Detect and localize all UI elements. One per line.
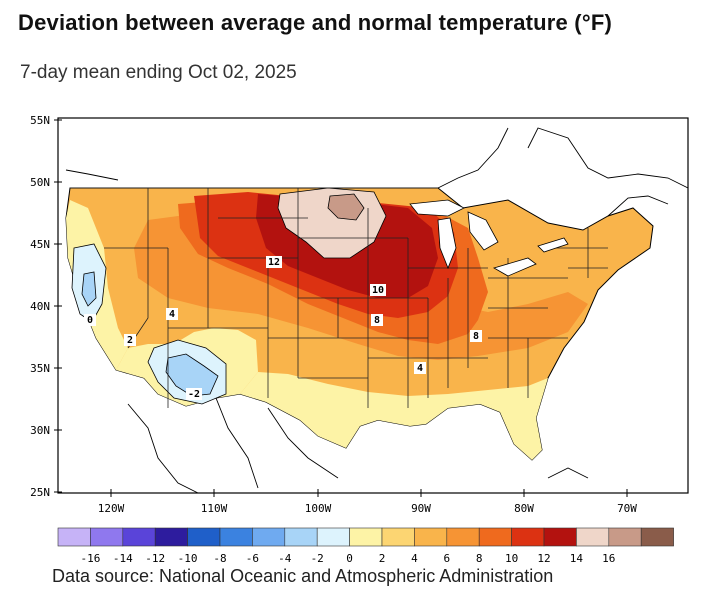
legend-label: 14 — [570, 552, 584, 565]
legend-label: -16 — [80, 552, 100, 565]
contour-label-12: 12 — [268, 257, 280, 268]
legend-label: -10 — [178, 552, 198, 565]
contour-label-neg2: -2 — [188, 389, 200, 400]
legend-label: 12 — [537, 552, 550, 565]
legend-label: -6 — [246, 552, 259, 565]
lat-label-25n: 25N — [30, 486, 50, 499]
contour-label-10: 10 — [372, 285, 384, 296]
lat-label-50n: 50N — [30, 176, 50, 189]
legend-label: 0 — [346, 552, 353, 565]
contour-label-4b: 4 — [169, 309, 175, 320]
legend-label: 8 — [476, 552, 483, 565]
legend-swatch — [90, 527, 124, 547]
lat-label-55n: 55N — [30, 114, 50, 127]
contour-label-0: 0 — [87, 315, 93, 326]
legend-label: -12 — [145, 552, 165, 565]
legend-swatch — [316, 527, 350, 547]
legend-swatch — [154, 527, 188, 547]
legend-label: 2 — [379, 552, 386, 565]
lon-label-70w: 70W — [617, 502, 637, 515]
lat-label-40n: 40N — [30, 300, 50, 313]
legend-swatch — [478, 527, 512, 547]
legend-swatch — [57, 527, 91, 547]
legend-label: 16 — [602, 552, 615, 565]
legend-swatch — [608, 527, 642, 547]
legend-label: -8 — [213, 552, 226, 565]
legend-swatch — [414, 527, 448, 547]
lon-label-80w: 80W — [514, 502, 534, 515]
lat-label-45n: 45N — [30, 238, 50, 251]
lon-label-120w: 120W — [98, 502, 125, 515]
legend-label: -14 — [113, 552, 133, 565]
lat-ticks — [54, 119, 62, 493]
lon-labels: 120W 110W 100W 90W 80W 70W — [98, 502, 638, 515]
border-outlines — [65, 127, 688, 493]
legend-label: 4 — [411, 552, 418, 565]
color-legend: -16 -14 -12 -10 -8 -6 -4 -2 0 2 4 6 8 10 12 14 16 — [57, 527, 674, 565]
lat-label-30n: 30N — [30, 424, 50, 437]
page-title: Deviation between average and normal tem… — [18, 10, 612, 35]
legend-swatch — [576, 527, 610, 547]
lon-label-90w: 90W — [411, 502, 431, 515]
legend-label: -4 — [278, 552, 292, 565]
lon-ticks — [110, 489, 628, 497]
page-subtitle: 7-day mean ending Oct 02, 2025 — [20, 62, 297, 83]
contour-label-8b: 8 — [473, 331, 479, 342]
lat-labels: 55N 50N 45N 40N 35N 30N 25N — [30, 114, 50, 499]
legend-swatch — [446, 527, 480, 547]
legend-swatch — [252, 527, 286, 547]
temperature-map: 12 10 8 8 4 4 2 0 -2 55N 50N 45N 40N 35N… — [8, 108, 692, 520]
region-cool-nevada — [81, 271, 97, 307]
legend-label: 10 — [505, 552, 518, 565]
contour-label-2: 2 — [127, 335, 133, 346]
legend-label: 6 — [443, 552, 450, 565]
legend-swatch — [219, 527, 253, 547]
legend-swatch — [543, 527, 577, 547]
legend-swatch — [511, 527, 545, 547]
temperature-map-panel: 12 10 8 8 4 4 2 0 -2 55N 50N 45N 40N 35N… — [8, 108, 692, 520]
contour-label-4a: 4 — [417, 363, 423, 374]
legend-swatch — [122, 527, 156, 547]
region-warm-2-south — [240, 372, 548, 460]
legend-swatch — [284, 527, 318, 547]
region-warm-16 — [327, 193, 365, 221]
lon-label-100w: 100W — [305, 502, 332, 515]
region-cool-arizona — [165, 353, 219, 397]
data-source-note: Data source: National Oceanic and Atmosp… — [52, 566, 554, 586]
legend-labels: -16 -14 -12 -10 -8 -6 -4 -2 0 2 4 6 8 10 12 14 16 — [80, 552, 615, 565]
legend-swatch — [640, 527, 674, 547]
contour-labels: 12 10 8 8 4 4 2 0 -2 — [84, 256, 482, 400]
contour-label-8a: 8 — [374, 315, 380, 326]
great-lakes — [409, 199, 569, 277]
lat-label-35n: 35N — [30, 362, 50, 375]
lon-label-110w: 110W — [201, 502, 228, 515]
legend-label: -2 — [311, 552, 324, 565]
legend-swatches — [57, 527, 674, 547]
legend-swatch — [381, 527, 415, 547]
legend-swatch — [187, 527, 221, 547]
legend-swatch — [349, 527, 383, 547]
